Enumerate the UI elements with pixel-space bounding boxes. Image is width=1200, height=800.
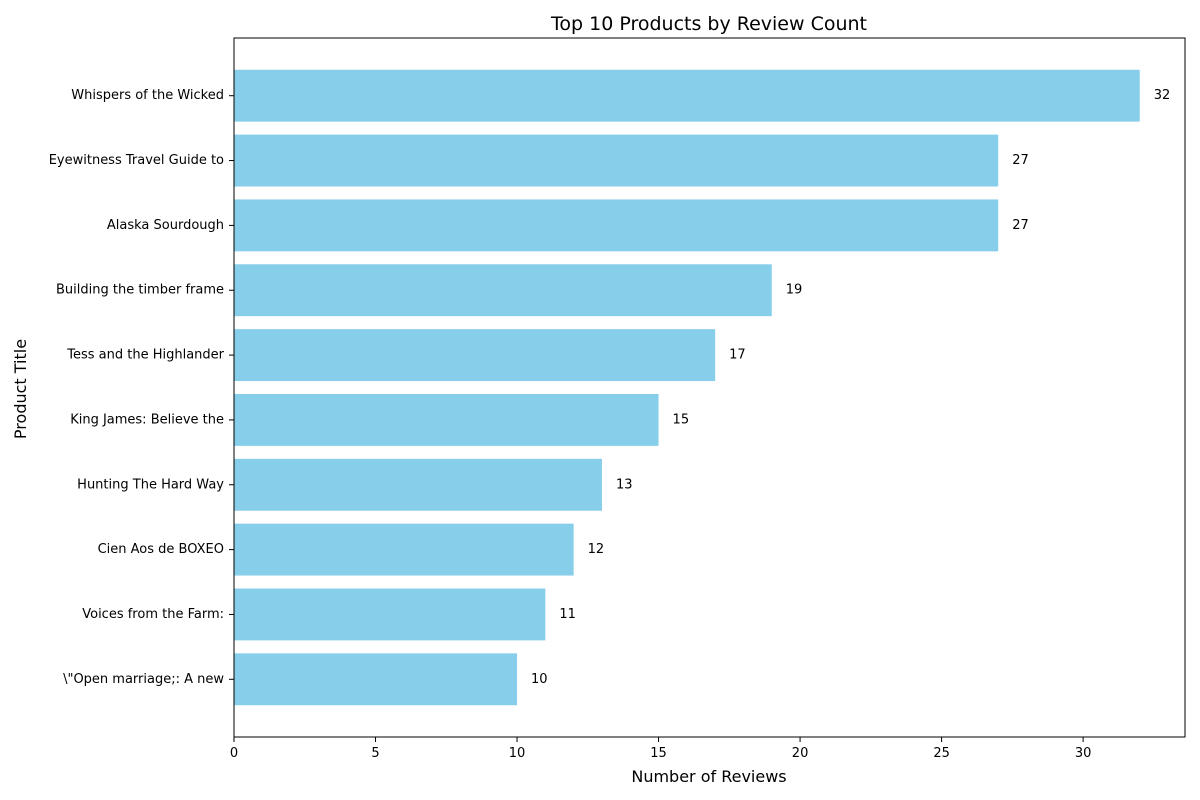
bar-value-label: 27 [1012, 153, 1029, 168]
bar-value-label: 32 [1154, 88, 1171, 103]
bar [234, 69, 1140, 122]
bar [234, 329, 716, 382]
y-tick-label: Alaska Sourdough [107, 218, 224, 233]
y-tick-label: \"Open marriage;: A new [63, 672, 224, 687]
x-tick-label: 10 [509, 746, 526, 761]
bar [234, 458, 602, 511]
bar-value-label: 13 [616, 477, 633, 492]
bar-value-label: 27 [1012, 218, 1029, 233]
bar [234, 199, 999, 252]
x-axis-label: Number of Reviews [631, 767, 786, 786]
y-tick-label: Eyewitness Travel Guide to [49, 153, 224, 168]
bar-value-label: 19 [786, 283, 803, 298]
x-tick-label: 25 [933, 746, 950, 761]
bar-value-label: 17 [729, 348, 746, 363]
bar [234, 588, 546, 641]
bar [234, 264, 772, 317]
bar [234, 653, 518, 706]
y-tick-label: Hunting The Hard Way [77, 477, 224, 492]
y-tick-label: Whispers of the Wicked [71, 88, 224, 103]
bar [234, 134, 999, 187]
bar-value-label: 12 [588, 542, 605, 557]
x-tick-label: 0 [230, 746, 238, 761]
bar [234, 523, 574, 576]
bar-value-label: 11 [559, 607, 576, 622]
bar-value-label: 15 [673, 412, 690, 427]
y-tick-label: Building the timber frame [56, 283, 224, 298]
x-tick-label: 15 [650, 746, 667, 761]
bars-group: 32 27 27 19 17 15 13 12 11 10 [234, 69, 1171, 706]
x-tick-label: 5 [371, 746, 379, 761]
bar [234, 393, 659, 446]
plot-frame [233, 37, 1186, 738]
ticks-group: Whispers of the Wicked Eyewitness Travel … [49, 88, 1092, 761]
x-tick-label: 20 [792, 746, 809, 761]
y-tick-label: Tess and the Highlander [66, 348, 224, 363]
chart-title: Top 10 Products by Review Count [550, 13, 867, 35]
y-axis-label: Product Title [11, 339, 30, 439]
y-tick-label: King James: Believe the [70, 412, 224, 427]
bar-value-label: 10 [531, 672, 548, 687]
x-tick-label: 30 [1075, 746, 1092, 761]
y-tick-label: Voices from the Farm: [82, 607, 224, 622]
y-tick-label: Cien Aos de BOXEO [98, 542, 224, 557]
